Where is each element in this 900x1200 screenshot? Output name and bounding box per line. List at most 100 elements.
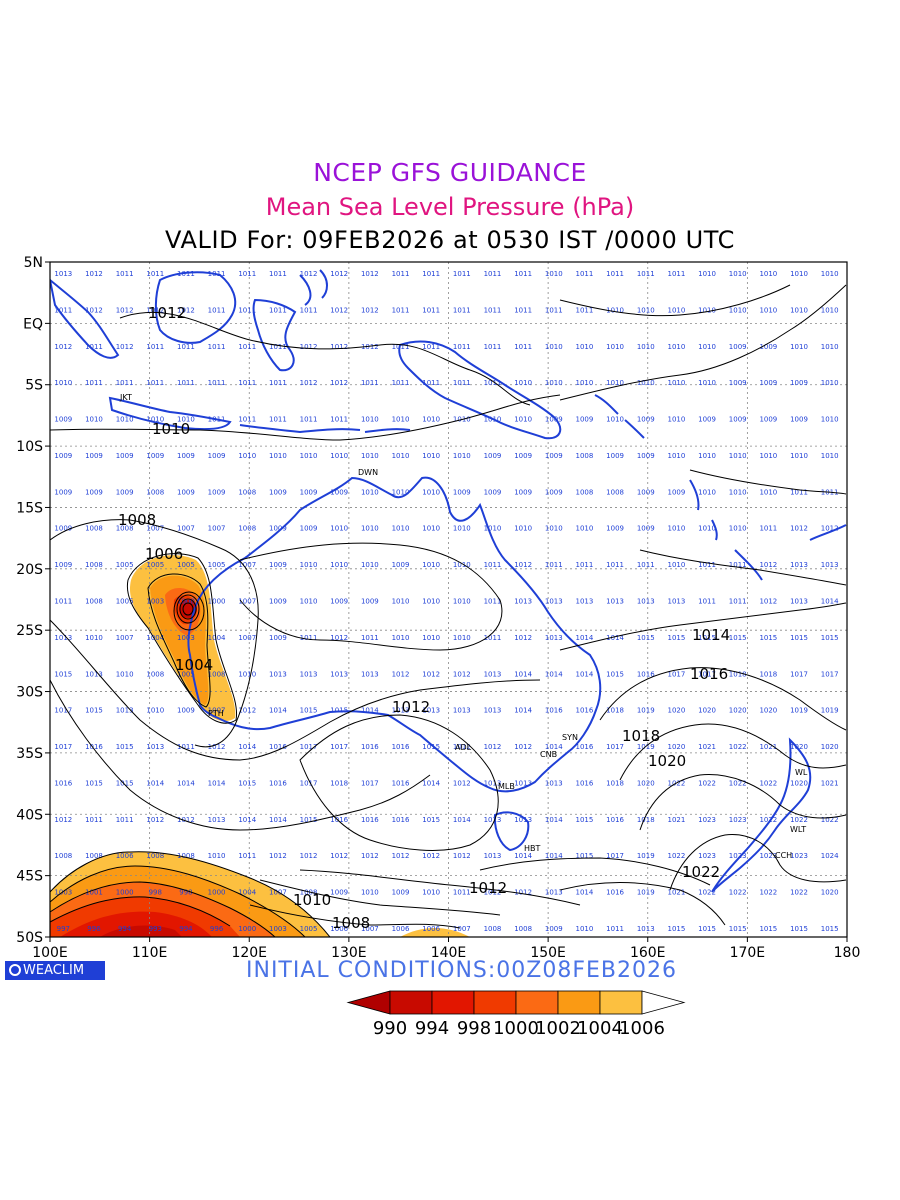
grid-value: 1009 — [576, 416, 594, 424]
grid-value: 1016 — [606, 889, 624, 897]
grid-value: 1012 — [85, 270, 103, 278]
grid-value: 1010 — [453, 452, 471, 460]
grid-value: 1009 — [85, 488, 103, 496]
grid-value: 1022 — [790, 889, 808, 897]
grid-value: 1009 — [300, 488, 318, 496]
grid-value: 1011 — [637, 270, 655, 278]
grid-value: 1017 — [821, 670, 839, 678]
grid-value: 1013 — [576, 598, 594, 606]
grid-value: 1014 — [514, 707, 532, 715]
colorbar-lower-arrow — [346, 990, 391, 1015]
chart-title: NCEP GFS GUIDANCE — [313, 158, 587, 187]
grid-value: 1000 — [208, 598, 226, 606]
grid-value: 1010 — [330, 525, 348, 533]
grid-value: 1000 — [208, 889, 226, 897]
grid-value: 1009 — [208, 452, 226, 460]
grid-value: 1009 — [392, 561, 410, 569]
cyclone-ring-1 — [182, 602, 194, 616]
grid-value: 1011 — [361, 634, 379, 642]
grid-value: 1009 — [361, 598, 379, 606]
grid-value: 1012 — [759, 598, 777, 606]
grid-value: 1010 — [545, 379, 563, 387]
grid-value: 1010 — [821, 452, 839, 460]
grid-value: 1010 — [576, 343, 594, 351]
grid-value: 1010 — [759, 306, 777, 314]
grid-value: 1010 — [637, 306, 655, 314]
grid-value: 1010 — [545, 270, 563, 278]
grid-value: 1013 — [545, 634, 563, 642]
valid-time: VALID For: 09FEB2026 at 0530 IST /0000 U… — [165, 226, 735, 254]
grid-value: 1011 — [361, 379, 379, 387]
grid-value: 1020 — [637, 779, 655, 787]
grid-value: 1010 — [422, 561, 440, 569]
grid-value: 1010 — [790, 343, 808, 351]
grid-value: 1009 — [54, 452, 72, 460]
colorbar-label: 990 — [373, 1018, 407, 1039]
grid-value: 1022 — [667, 779, 685, 787]
lat-tick-label: 45S — [16, 869, 43, 885]
lat-tick-label: 5N — [24, 255, 43, 271]
lon-tick-label: 170E — [730, 945, 766, 961]
grid-value: 1010 — [667, 525, 685, 533]
lon-tick-label: 180 — [834, 945, 861, 961]
contour-label: 1008 — [118, 511, 156, 529]
grid-value: 1011 — [392, 306, 410, 314]
isobar-1008-south — [249, 904, 461, 929]
coast-sumatra — [50, 278, 120, 359]
grid-value: 1008 — [238, 488, 256, 496]
grid-value: 1013 — [54, 634, 72, 642]
isobar-1004-loop — [147, 573, 211, 708]
colorbar-label: 1004 — [577, 1018, 623, 1039]
grid-value: 1022 — [759, 779, 777, 787]
lat-tick-label: 25S — [16, 623, 43, 639]
grid-value: 994 — [179, 925, 193, 933]
grid-value: 1009 — [514, 452, 532, 460]
grid-value: 1010 — [729, 488, 747, 496]
grid-value: 1010 — [422, 889, 440, 897]
isobar-1016-south — [559, 882, 726, 926]
grid-value: 1011 — [698, 561, 716, 569]
grid-value: 1017 — [667, 670, 685, 678]
grid-value: 1022 — [667, 852, 685, 860]
isobar-1006-south — [50, 851, 331, 937]
grid-value: 1015 — [729, 925, 747, 933]
grid-value: 1010 — [545, 525, 563, 533]
grid-value: 1012 — [330, 379, 348, 387]
grid-value: 1009 — [759, 379, 777, 387]
grid-value: 1018 — [637, 816, 655, 824]
grid-value: 1009 — [269, 598, 287, 606]
grid-value: 1010 — [392, 525, 410, 533]
lat-axis: 5N EQ 5S 10S 15S 20S 25S 30S 35S 40S 45S 50S — [16, 255, 50, 946]
station-cch: CCH — [775, 851, 792, 860]
south-994-region — [100, 925, 182, 937]
grid-value: 1011 — [238, 852, 256, 860]
grid-value: 1012 — [453, 743, 471, 751]
grid-value: 1015 — [637, 634, 655, 642]
grid-value: 1009 — [54, 561, 72, 569]
grid-value: 1013 — [484, 707, 502, 715]
grid-value: 1011 — [453, 270, 471, 278]
grid-value: 1017 — [54, 743, 72, 751]
lon-tick-label: 130E — [331, 945, 367, 961]
station-cnb: CNB — [540, 750, 557, 759]
grid-value: 1014 — [238, 816, 256, 824]
grid-value: 1011 — [514, 343, 532, 351]
grid-value: 1009 — [637, 525, 655, 533]
grid-value: 1008 — [606, 488, 624, 496]
grid-value: 1011 — [146, 379, 164, 387]
grid-value: 1010 — [698, 452, 716, 460]
isobar-1010-south — [259, 879, 501, 916]
lat-tick-label: 15S — [16, 500, 43, 516]
grid-value: 1011 — [545, 306, 563, 314]
grid-value: 1022 — [698, 779, 716, 787]
grid-value: 1022 — [821, 816, 839, 824]
grid-value: 1007 — [146, 525, 164, 533]
grid-value: 1012 — [300, 343, 318, 351]
grid-value: 1023 — [790, 852, 808, 860]
grid-value: 1003 — [269, 925, 287, 933]
grid-value: 1020 — [698, 707, 716, 715]
grid-value: 1011 — [576, 561, 594, 569]
grid-value: 1013 — [484, 670, 502, 678]
grid-value: 1022 — [698, 889, 716, 897]
grid-value: 1020 — [821, 743, 839, 751]
